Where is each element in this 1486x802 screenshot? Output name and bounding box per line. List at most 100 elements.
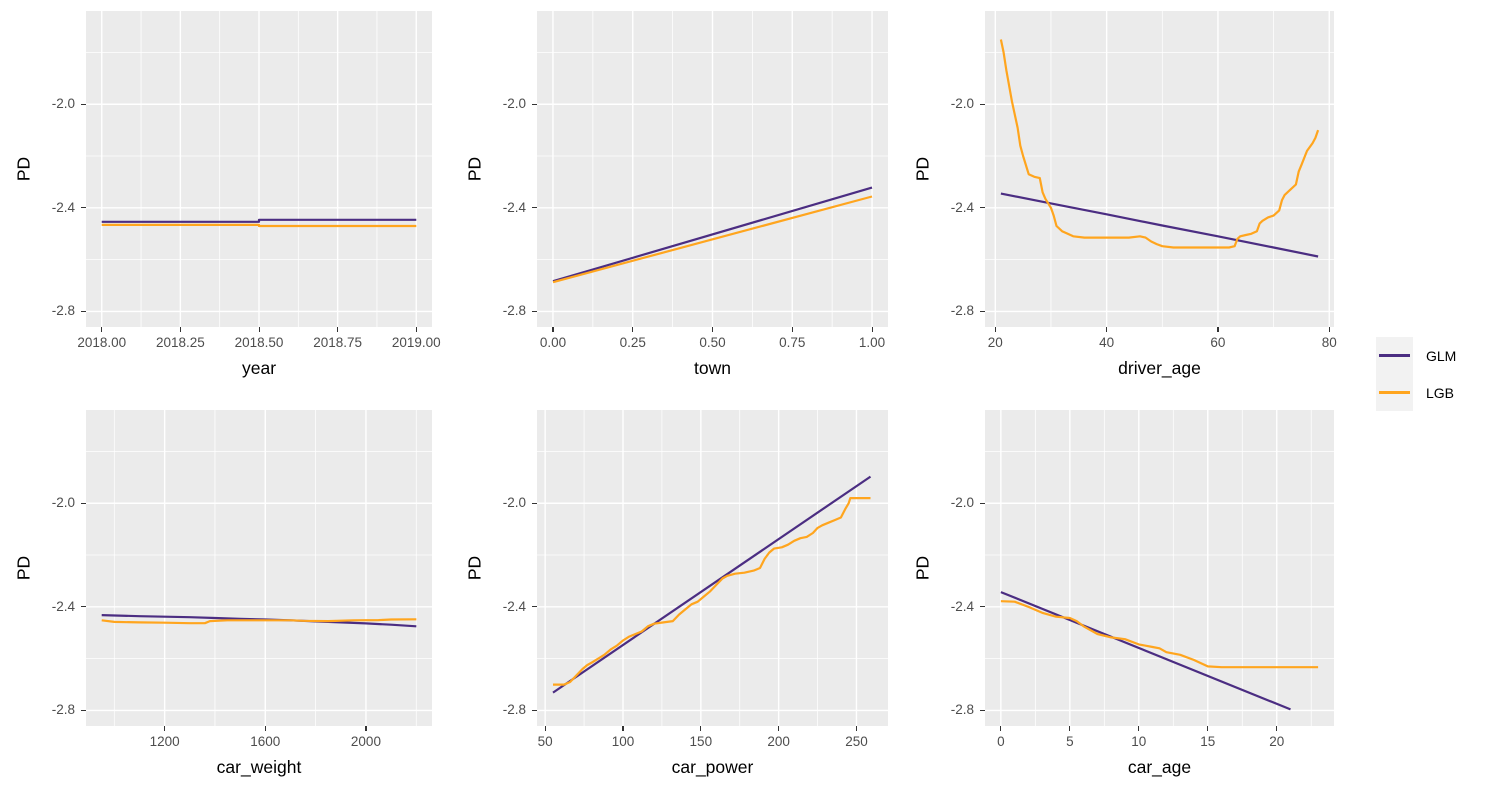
x-tick-label: 1200: [149, 734, 180, 749]
x-tick-mark: [1217, 327, 1219, 332]
series-line-lgb-year: [101, 223, 417, 228]
y-tick-mark: [532, 709, 537, 712]
x-tick-mark: [632, 327, 634, 332]
y-tick-label: -2.8: [51, 303, 75, 319]
y-tick-mark: [980, 709, 985, 712]
x-tick-mark: [791, 327, 793, 332]
y-axis-title: PD: [464, 555, 485, 581]
x-tick-mark: [778, 726, 780, 731]
x-tick-label: 10: [1131, 734, 1147, 749]
x-axis-title: driver_age: [1118, 358, 1201, 378]
subplot-car-age: PD -2.0 -2.4 -2.8 0 5 10 15 20 car_age: [905, 400, 1342, 802]
y-tick-label: -2.8: [502, 702, 526, 718]
subplot-car-weight: PD -2.0 -2.4 -2.8 1200 1600 2000 car_weight: [0, 400, 445, 802]
x-tick-label: 2000: [350, 734, 381, 749]
x-tick-label: 0.00: [539, 335, 567, 350]
x-tick-mark: [1276, 726, 1278, 731]
legend-key-glm: [1376, 337, 1413, 374]
legend-item-glm: GLM: [1376, 337, 1456, 374]
y-tick-mark: [81, 103, 86, 105]
y-axis-title: PD: [912, 156, 933, 182]
y-tick-mark: [532, 606, 537, 608]
y-tick-label: -2.4: [51, 598, 75, 614]
y-tick-label: -2.8: [950, 303, 974, 319]
y-tick-label: -2.0: [950, 495, 974, 511]
y-axis-title: PD: [13, 555, 34, 581]
x-tick-label: 0: [997, 734, 1005, 749]
x-tick-mark: [365, 726, 367, 731]
x-tick-mark: [1138, 726, 1140, 731]
series-line-glm-town: [552, 186, 873, 283]
x-tick-label: 2018.50: [234, 335, 284, 350]
y-tick-mark: [532, 310, 537, 313]
x-tick-label: 250: [845, 734, 868, 749]
x-tick-mark: [1328, 327, 1330, 332]
legend-label-glm: GLM: [1426, 347, 1457, 364]
x-axis-title: year: [241, 358, 277, 378]
x-axis-title: car_age: [1127, 757, 1192, 777]
x-tick-label: 15: [1200, 734, 1216, 749]
x-tick-label: 5: [1066, 734, 1074, 749]
y-axis-title: PD: [912, 555, 933, 581]
x-tick-label: 200: [767, 734, 790, 749]
y-tick-mark: [980, 207, 985, 209]
y-tick-label: -2.0: [502, 495, 526, 511]
x-tick-label: 2018.25: [155, 335, 205, 350]
y-tick-mark: [980, 103, 985, 105]
y-tick-label: -2.4: [950, 598, 974, 614]
y-tick-label: -2.8: [950, 702, 974, 718]
lgb-line-swatch: [1379, 391, 1410, 394]
x-tick-mark: [264, 726, 266, 731]
x-tick-mark: [101, 327, 103, 332]
series-line-glm-year: [101, 218, 417, 223]
series-line-glm-car_power: [552, 475, 872, 694]
x-tick-mark: [1106, 327, 1108, 332]
subplot-town: PD -2.0 -2.4 -2.8 0.00 0.25 0.50 0.75 1.00 town: [453, 0, 905, 400]
y-tick-label: -2.4: [502, 598, 526, 614]
chart-panel-town: [537, 11, 888, 327]
chart-panel-car_power: [537, 410, 888, 726]
x-tick-mark: [622, 726, 624, 731]
x-tick-mark: [337, 327, 339, 332]
x-axis-title: town: [694, 358, 731, 378]
x-tick-mark: [712, 327, 714, 332]
y-tick-mark: [81, 310, 86, 313]
x-tick-label: 20: [1269, 734, 1285, 749]
y-tick-label: -2.8: [502, 303, 526, 319]
y-tick-mark: [980, 310, 985, 313]
x-tick-label: 50: [537, 734, 553, 749]
y-tick-mark: [980, 606, 985, 608]
x-tick-label: 60: [1210, 335, 1226, 350]
x-tick-mark: [871, 327, 873, 332]
y-tick-mark: [532, 103, 537, 105]
legend: GLM LGB: [1376, 337, 1456, 411]
y-tick-mark: [81, 207, 86, 209]
x-axis-title: car_power: [671, 757, 754, 777]
y-tick-mark: [81, 709, 86, 712]
series-line-lgb-car_power: [553, 496, 871, 686]
x-tick-label: 0.25: [619, 335, 646, 350]
x-tick-mark: [179, 327, 181, 332]
x-tick-mark: [855, 726, 858, 731]
y-axis-title: PD: [13, 156, 34, 182]
x-tick-label: 40: [1099, 335, 1115, 350]
y-tick-mark: [980, 502, 985, 504]
chart-panel-year: [86, 11, 432, 327]
y-axis-title: PD: [464, 156, 485, 182]
x-tick-label: 1600: [250, 734, 281, 749]
x-tick-label: 80: [1321, 335, 1337, 350]
y-tick-label: -2.0: [51, 96, 75, 112]
x-tick-label: 2018.75: [313, 335, 363, 350]
x-tick-mark: [164, 726, 166, 731]
y-tick-label: -2.0: [950, 96, 974, 112]
chart-panel-driver_age: [985, 11, 1334, 327]
legend-key-lgb: [1376, 374, 1413, 411]
y-tick-label: -2.4: [950, 199, 974, 215]
glm-line-swatch: [1379, 354, 1410, 357]
x-tick-mark: [700, 726, 702, 731]
series-line-lgb-car_age: [1000, 600, 1319, 669]
series-line-lgb-driver_age: [999, 39, 1320, 249]
x-tick-mark: [544, 726, 546, 731]
y-tick-mark: [81, 606, 86, 608]
